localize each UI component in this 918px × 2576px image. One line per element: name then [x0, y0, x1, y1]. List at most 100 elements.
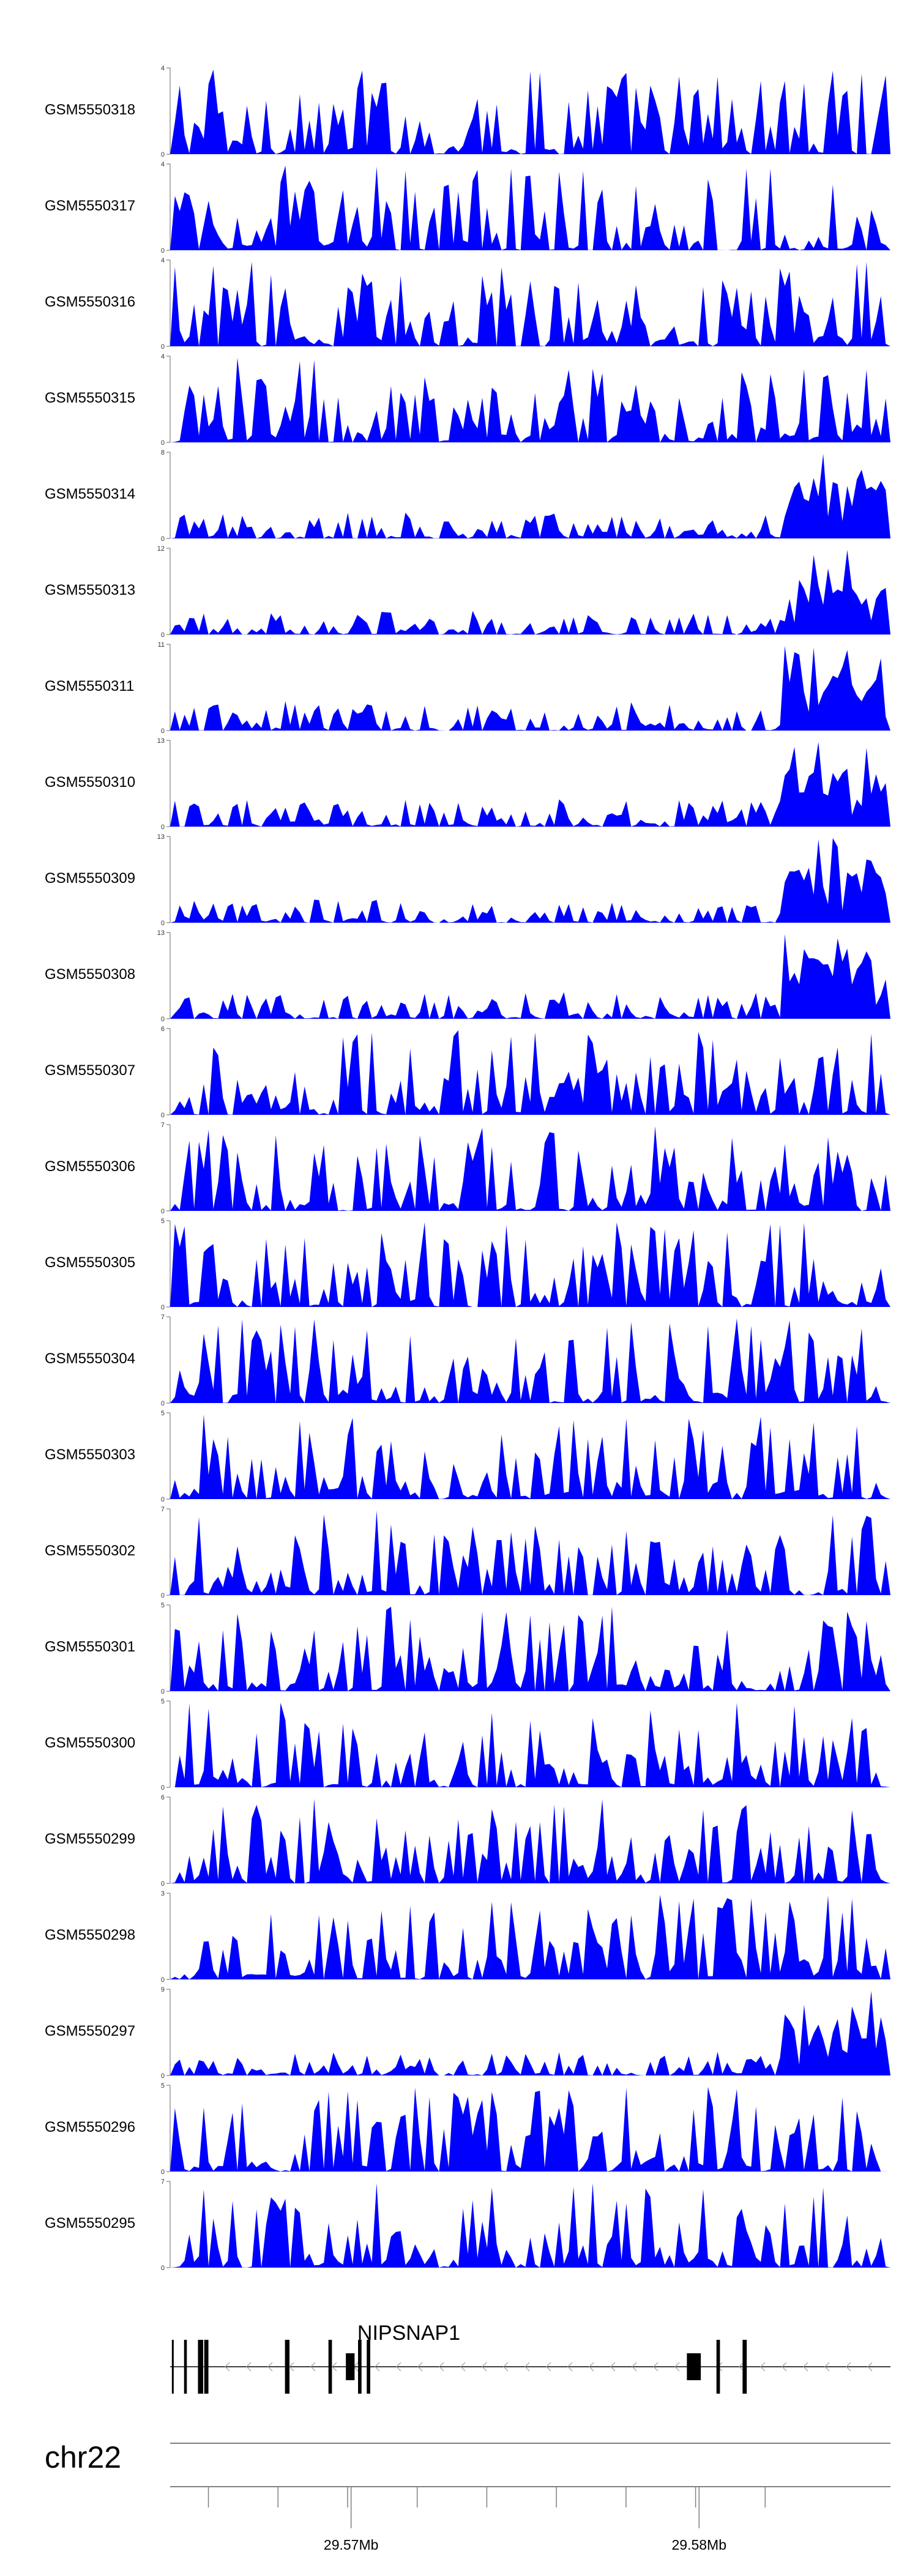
y-tick-min: 0	[161, 1592, 165, 1599]
track-label: GSM5550300	[45, 1735, 135, 1751]
y-tick-max: 7	[161, 2178, 165, 2186]
y-tick-min: 0	[161, 1304, 165, 1311]
strand-chevron	[632, 2362, 637, 2372]
coverage-area	[170, 1990, 890, 2075]
strand-chevron	[417, 2362, 423, 2372]
strand-chevron	[524, 2362, 530, 2372]
strand-chevron	[396, 2362, 401, 2372]
y-tick-min: 0	[161, 824, 165, 831]
coverage-area	[170, 2183, 890, 2268]
coverage-area	[170, 1222, 890, 1307]
strand-chevron	[460, 2362, 466, 2372]
y-tick-min: 0	[161, 1016, 165, 1023]
strand-chevron	[739, 2362, 744, 2372]
track-label: GSM5550304	[45, 1350, 135, 1367]
track-label: GSM5550307	[45, 1062, 135, 1079]
y-tick-min: 0	[161, 1496, 165, 1503]
y-tick-max: 9	[161, 1986, 165, 1993]
y-tick-max: 3	[161, 1890, 165, 1897]
track-label: GSM5550313	[45, 582, 135, 598]
coverage-area	[170, 1318, 890, 1403]
strand-chevron	[803, 2362, 808, 2372]
exon	[346, 2353, 355, 2380]
y-tick-max: 5	[161, 1698, 165, 1705]
strand-chevron	[246, 2362, 252, 2372]
y-tick-min: 0	[161, 2072, 165, 2080]
y-tick-max: 7	[161, 1122, 165, 1129]
strand-chevron	[439, 2362, 444, 2372]
track-label: GSM5550303	[45, 1446, 135, 1463]
y-tick-min: 0	[161, 1976, 165, 1984]
y-tick-min: 0	[161, 1208, 165, 1215]
strand-chevron	[589, 2362, 594, 2372]
y-tick-min: 0	[161, 1688, 165, 1696]
coverage-area	[170, 1606, 890, 1691]
exon	[716, 2340, 720, 2394]
chromosome-label: chr22	[45, 2440, 121, 2474]
track-label: GSM5550314	[45, 486, 135, 502]
y-tick-max: 6	[161, 1026, 165, 1033]
exon	[204, 2340, 209, 2394]
strand-chevron	[503, 2362, 509, 2372]
y-tick-max: 7	[161, 1506, 165, 1513]
track-label: GSM5550297	[45, 2023, 135, 2039]
coverage-area	[170, 646, 890, 731]
track-label: GSM5550302	[45, 1543, 135, 1559]
strand-chevron	[782, 2362, 787, 2372]
axis-tick-label: 29.57Mb	[324, 2537, 379, 2553]
y-tick-max: 13	[157, 833, 165, 841]
exon	[198, 2340, 204, 2394]
coverage-area	[170, 838, 890, 923]
y-tick-min: 0	[161, 920, 165, 927]
strand-chevron	[760, 2362, 766, 2372]
y-tick-min: 0	[161, 439, 165, 447]
y-tick-max: 5	[161, 1410, 165, 1417]
coverage-area	[170, 69, 890, 154]
coverage-area	[170, 1126, 890, 1211]
y-tick-min: 0	[161, 1400, 165, 1407]
track-label: GSM5550308	[45, 966, 135, 983]
track-label: GSM5550298	[45, 1927, 135, 1943]
coverage-area	[170, 549, 890, 635]
y-tick-max: 7	[161, 1314, 165, 1321]
track-label: GSM5550311	[45, 678, 134, 694]
y-tick-min: 0	[161, 1880, 165, 1888]
coverage-area	[170, 1894, 890, 1979]
y-tick-min: 0	[161, 343, 165, 351]
coverage-area	[170, 1510, 890, 1595]
strand-chevron	[653, 2362, 659, 2372]
y-tick-max: 6	[161, 1794, 165, 1801]
exon	[328, 2340, 332, 2394]
exon	[358, 2340, 362, 2394]
y-tick-max: 13	[157, 929, 165, 937]
gene-label: NIPSNAP1	[357, 2321, 460, 2345]
coverage-area	[170, 742, 890, 827]
exon	[367, 2340, 370, 2394]
y-tick-min: 0	[161, 1112, 165, 1119]
strand-chevron	[375, 2362, 380, 2372]
track-label: GSM5550295	[45, 2215, 135, 2232]
y-tick-max: 4	[161, 257, 165, 264]
track-label: GSM5550309	[45, 870, 135, 887]
strand-chevron	[567, 2362, 573, 2372]
strand-chevron	[310, 2362, 316, 2372]
strand-chevron	[846, 2362, 851, 2372]
y-tick-max: 4	[161, 161, 165, 168]
track-label: GSM5550318	[45, 102, 135, 118]
track-label: GSM5550305	[45, 1254, 135, 1271]
y-tick-max: 5	[161, 1602, 165, 1609]
exon	[687, 2353, 701, 2380]
axis-tick-label: 29.58Mb	[672, 2537, 727, 2553]
y-tick-max: 4	[161, 65, 165, 72]
coverage-area	[170, 357, 890, 442]
strand-chevron	[867, 2362, 873, 2372]
strand-chevron	[824, 2362, 830, 2372]
coverage-area	[170, 1702, 890, 1787]
strand-chevron	[674, 2362, 680, 2372]
y-tick-max: 11	[158, 641, 165, 649]
y-tick-min: 0	[161, 247, 165, 255]
y-tick-min: 0	[161, 1784, 165, 1792]
strand-chevron	[546, 2362, 551, 2372]
y-tick-min: 0	[161, 535, 165, 543]
